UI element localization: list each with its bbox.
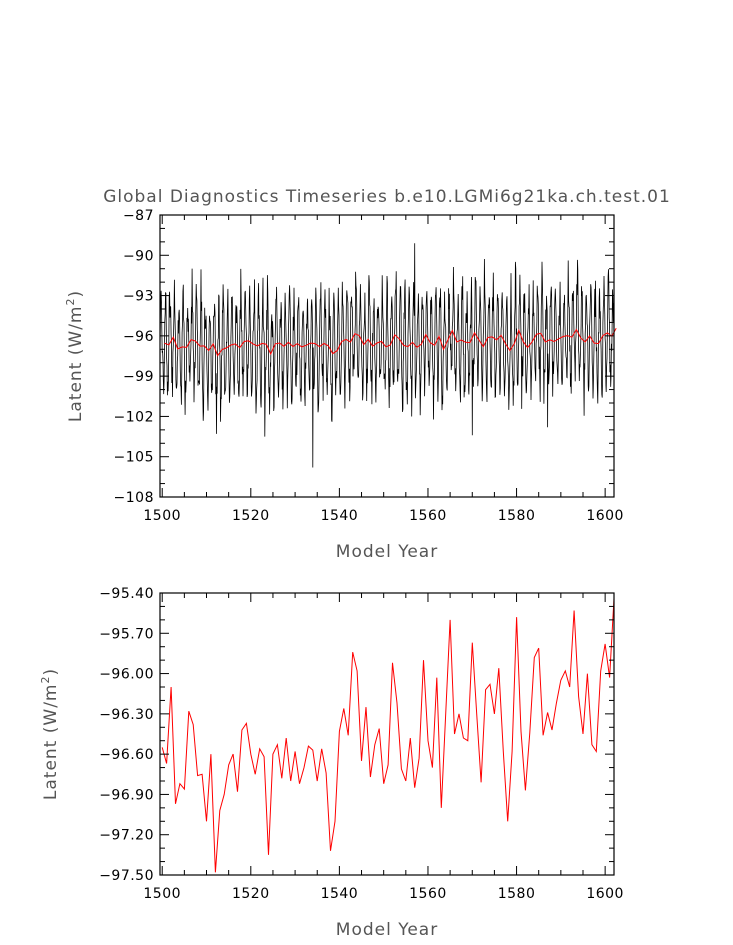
y-tick-label: −102	[114, 409, 154, 425]
x-tick-label: 1520	[232, 508, 270, 524]
y-tick-label: −97.20	[99, 828, 154, 844]
x-tick-label: 1540	[321, 886, 359, 902]
x-tick-label: 1540	[321, 508, 359, 524]
x-axis-label: Model Year	[336, 542, 438, 562]
y-tick-label: −99	[123, 369, 154, 385]
y-tick-label: −90	[123, 248, 154, 264]
x-tick-label: 1520	[232, 886, 270, 902]
x-tick-label: 1600	[586, 886, 624, 902]
axis-ticks: −95.40 −95.70 −96.00 −96.30 −96.60 −96.90 −97.…	[99, 586, 624, 902]
x-tick-label: 1580	[498, 886, 536, 902]
series-group	[159, 243, 617, 468]
y-tick-label: −96.60	[99, 747, 154, 763]
y-tick-label: −97.50	[99, 868, 154, 884]
y-tick-label: −96.30	[99, 707, 154, 723]
y-axis-label: Latent (W/m2)	[39, 668, 61, 800]
x-tick-label: 1580	[498, 508, 536, 524]
y-tick-label: −95.70	[99, 626, 154, 642]
y-axis-label: Latent (W/m2)	[64, 290, 86, 422]
y-tick-label: −108	[114, 490, 154, 506]
series-line-annual-mean	[161, 598, 615, 873]
y-tick-label: −96	[123, 329, 154, 345]
y-tick-label: −96.90	[99, 787, 154, 803]
x-tick-label: 1500	[143, 886, 181, 902]
chart-title: Global Diagnostics Timeseries b.e10.LGMi…	[103, 187, 671, 207]
plot-frame	[159, 592, 615, 876]
series-line-annual-mean	[164, 328, 617, 357]
series-line-monthly	[159, 243, 615, 468]
x-tick-label: 1560	[409, 886, 447, 902]
y-tick-label: −105	[114, 450, 154, 466]
y-tick-label: −95.40	[99, 586, 154, 602]
x-axis-label: Model Year	[336, 920, 438, 940]
y-tick-label: −93	[123, 289, 154, 305]
plot-frame	[159, 214, 615, 498]
x-tick-label: 1500	[143, 508, 181, 524]
x-tick-label: 1600	[586, 508, 624, 524]
panel-bottom: −95.40 −95.70 −96.00 −96.30 −96.60 −96.90 −97.…	[39, 586, 624, 940]
panel-top: Global Diagnostics Timeseries b.e10.LGMi…	[64, 187, 671, 562]
series-group	[161, 598, 615, 873]
y-tick-label: −96.00	[99, 667, 154, 683]
x-tick-label: 1560	[409, 508, 447, 524]
axis-ticks: −87 −90 −93 −96 −99 −102 −105 −108 1500 1520 1540 1…	[114, 208, 624, 524]
y-tick-label: −87	[123, 208, 154, 224]
